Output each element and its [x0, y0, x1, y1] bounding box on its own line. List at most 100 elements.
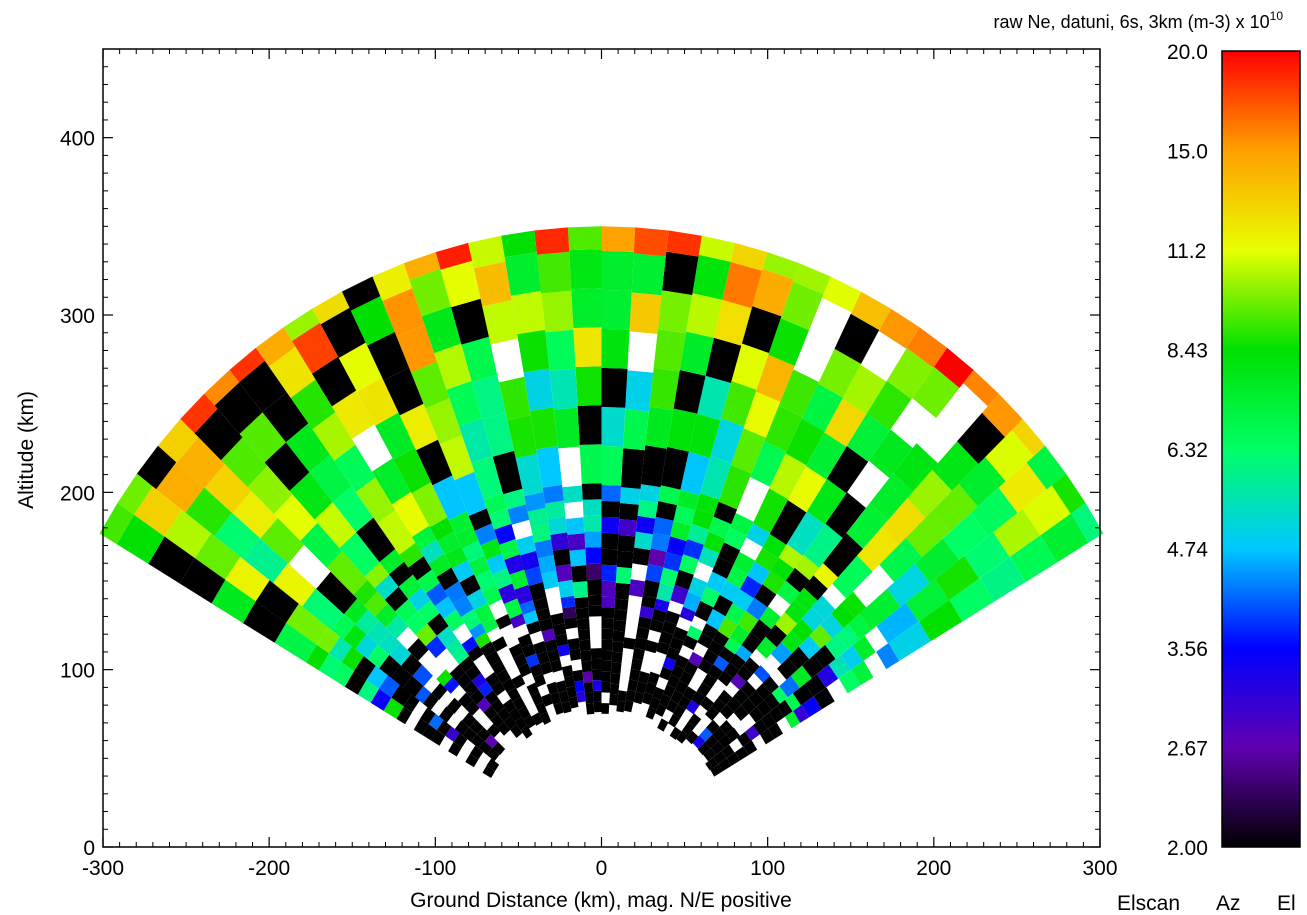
data-cell [576, 618, 590, 630]
data-cell [405, 611, 428, 635]
data-cell [834, 313, 880, 364]
data-cell [486, 747, 500, 762]
data-cell [510, 291, 546, 335]
data-cell [601, 681, 611, 693]
data-cell [391, 684, 412, 707]
data-cell [462, 727, 477, 742]
data-cell [204, 464, 252, 514]
data-cell [593, 690, 602, 702]
data-cell [309, 454, 352, 503]
data-cell [637, 499, 658, 519]
data-cell [932, 441, 979, 491]
data-cell [806, 478, 847, 525]
data-cell [179, 558, 226, 604]
colorbar-tick-label: 3.56 [1167, 638, 1208, 661]
data-cell [706, 719, 720, 735]
data-cell [753, 718, 768, 735]
data-cell [575, 366, 602, 406]
data-cell [393, 447, 431, 494]
data-cell [601, 596, 616, 608]
data-cell [508, 643, 524, 659]
data-cell [326, 551, 368, 595]
data-cell [761, 712, 776, 729]
data-cell [803, 575, 828, 601]
data-cell [750, 619, 772, 642]
data-cell [823, 533, 863, 578]
data-cell [778, 369, 819, 417]
data-cell [239, 412, 286, 463]
data-cell [719, 720, 734, 735]
data-cell [99, 503, 134, 545]
data-cell [438, 706, 454, 723]
data-cell [422, 724, 437, 741]
data-cell [601, 500, 621, 518]
data-cell [547, 649, 561, 663]
data-cell [446, 380, 482, 427]
data-cell [482, 300, 518, 345]
data-cell [272, 563, 316, 607]
data-cell [806, 432, 847, 480]
data-cell [574, 680, 585, 693]
data-cell [554, 633, 569, 647]
data-cell [710, 741, 725, 755]
data-cell [747, 561, 770, 585]
data-cell [697, 658, 713, 674]
data-cell [601, 703, 610, 714]
data-cell [302, 588, 344, 630]
y-tick-label: 0 [83, 837, 95, 860]
data-cell [645, 563, 664, 583]
data-cell [388, 561, 413, 587]
data-cell [649, 619, 664, 633]
data-cell [826, 446, 869, 494]
data-cell [471, 673, 487, 689]
data-cell [721, 380, 757, 427]
data-cell [838, 669, 861, 694]
data-cell [507, 504, 530, 525]
data-cell [377, 510, 416, 555]
data-cell [682, 721, 695, 736]
data-cell [794, 555, 820, 581]
data-cell [801, 383, 843, 432]
data-cell [436, 567, 459, 591]
data-cell [653, 329, 686, 372]
data-cell [514, 716, 528, 731]
data-cell [536, 446, 563, 488]
data-cell [585, 703, 595, 715]
data-cell [754, 584, 777, 608]
data-cell [707, 640, 724, 657]
data-cell [529, 407, 558, 450]
data-cell [520, 550, 540, 571]
data-cell [713, 501, 738, 525]
data-cell [526, 620, 542, 635]
data-cell [670, 689, 684, 704]
data-cell [882, 498, 926, 545]
data-cell [194, 408, 243, 461]
data-cell [398, 574, 422, 599]
data-cell [616, 550, 634, 569]
data-cell [497, 721, 511, 736]
data-cell [710, 418, 745, 464]
data-cell [391, 665, 412, 688]
data-cell [645, 706, 657, 720]
data-cell [1026, 445, 1067, 490]
data-cell [691, 508, 715, 530]
data-cell [539, 661, 553, 675]
data-cell [541, 693, 553, 707]
data-cell [274, 622, 317, 663]
data-cell [719, 704, 735, 720]
data-cell [754, 547, 779, 572]
data-cell [509, 613, 526, 629]
data-cell [669, 726, 682, 740]
data-cell [697, 632, 714, 649]
data-cell [569, 648, 581, 661]
data-cell [813, 563, 838, 589]
data-cell [712, 556, 734, 579]
data-cell [579, 639, 591, 652]
data-cell [748, 690, 764, 708]
data-cell [679, 606, 696, 622]
data-cell [524, 492, 546, 512]
data-cell [964, 532, 1010, 579]
data-cell [647, 671, 660, 685]
data-cell [752, 268, 794, 317]
data-cell [686, 699, 700, 715]
